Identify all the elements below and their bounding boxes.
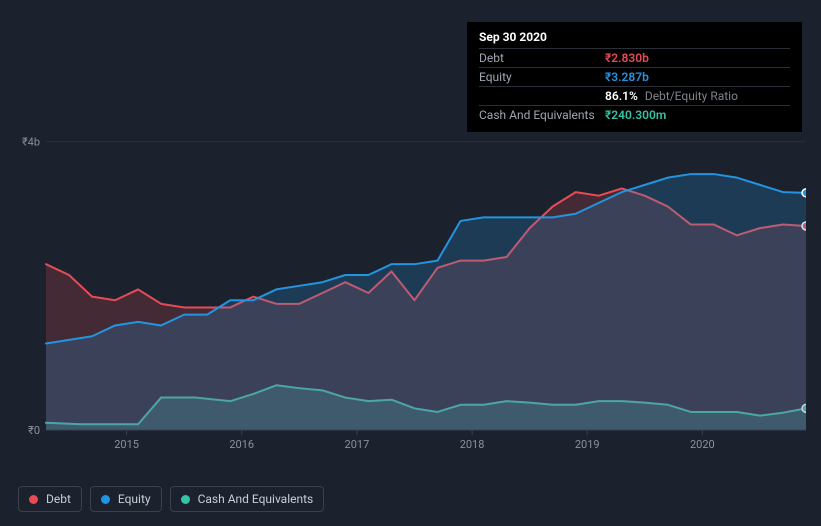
x-axis-label: 2019 [575, 438, 600, 451]
chart-tooltip: Sep 30 2020 Debt₹2.830bEquity₹3.287b86.1… [467, 22, 802, 132]
tooltip-value: 86.1% Debt/Equity Ratio [605, 89, 738, 103]
tooltip-row: Equity₹3.287b [479, 67, 790, 86]
x-axis-label: 2016 [229, 438, 254, 451]
tooltip-label: Debt [479, 51, 605, 65]
x-axis-label: 2017 [345, 438, 370, 451]
chart-legend: Debt Equity Cash And Equivalents [18, 486, 324, 512]
x-axis-label: 2015 [114, 438, 139, 451]
tooltip-row: 86.1% Debt/Equity Ratio [479, 86, 790, 105]
legend-label: Equity [118, 492, 151, 506]
legend-dot-icon [101, 495, 110, 504]
tooltip-label [479, 89, 605, 103]
series-end-marker [802, 189, 806, 197]
legend-dot-icon [29, 495, 38, 504]
tooltip-row: Debt₹2.830b [479, 48, 790, 67]
legend-dot-icon [181, 495, 190, 504]
legend-label: Debt [46, 492, 71, 506]
financials-chart: ₹0 ₹4b 2015 2016 2017 2018 2019 2020 [18, 120, 806, 500]
legend-label: Cash And Equivalents [198, 492, 314, 506]
chart-svg: ₹0 ₹4b 2015 2016 2017 2018 2019 2020 [18, 120, 806, 465]
legend-item-debt[interactable]: Debt [18, 486, 82, 512]
legend-item-cash-and-equivalents[interactable]: Cash And Equivalents [170, 486, 325, 512]
tooltip-subtext: Debt/Equity Ratio [642, 89, 738, 103]
tooltip-value: ₹2.830b [605, 51, 649, 65]
y-axis-label: ₹0 [28, 424, 40, 437]
y-axis-label: ₹4b [22, 136, 40, 149]
legend-item-equity[interactable]: Equity [90, 486, 162, 512]
tooltip-value: ₹3.287b [605, 70, 649, 84]
tooltip-label: Equity [479, 70, 605, 84]
x-axis-label: 2020 [690, 438, 715, 451]
tooltip-date: Sep 30 2020 [479, 30, 790, 44]
x-axis-label: 2018 [460, 438, 485, 451]
